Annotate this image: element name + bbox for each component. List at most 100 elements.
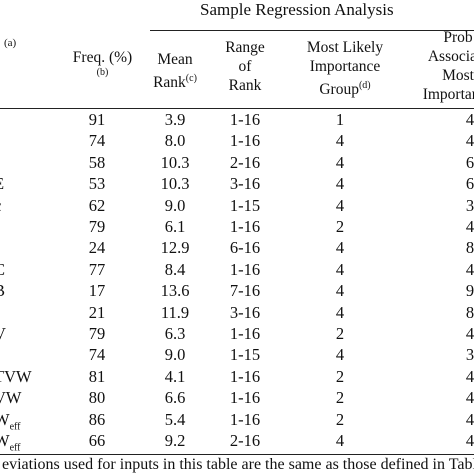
col-header-range-line3: Rank [228,77,262,94]
cell-prob: 3 [465,195,474,215]
row-label: TVW [0,367,32,387]
cell-prob: 6 [465,174,474,194]
row-label: V [0,324,6,344]
cell-group: 2 [335,409,345,429]
cell-range: 1-16 [229,217,261,236]
col-header-likely-line3-wrap: Group(d) [285,76,405,99]
cell-prob: 4 [465,110,474,129]
col-header-mean-note: (c) [185,73,197,84]
col-header-range-line1: Range [225,39,265,56]
cell-range: 1-16 [229,110,261,129]
group-title: Sample Regression Analysis [200,0,394,19]
cell-freq: 74 [88,345,106,365]
row-label: VW [0,388,22,408]
cell-group: 4 [335,345,345,365]
cell-group: 4 [335,195,345,215]
cell-mean-rank: 4.1 [164,366,186,386]
cell-range: 1-16 [229,388,261,408]
col-header-likely-line1: Most Likely [306,39,384,56]
cell-range: 1-16 [229,409,261,429]
cell-mean-rank: 10.3 [160,174,190,194]
row-label-text: C [0,260,5,279]
row-label-subscript: eff [9,420,21,432]
col-header-likely-line2: Importance [309,58,381,75]
cell-prob: 4 [465,324,474,343]
cell-mean-rank: 5.4 [164,409,186,429]
cell-freq: 79 [88,217,106,236]
cell-freq: 86 [88,409,106,429]
cell-freq: 58 [88,152,106,172]
cell-range: 1-16 [229,259,261,279]
cell-range: 2-16 [229,431,261,450]
col-header-freq-note: (b) [96,67,109,78]
cell-mean-rank: 3.9 [164,110,186,129]
cell-group: 1 [335,110,345,129]
row-header-note: (a) [4,37,17,49]
cell-prob: 6 [465,152,474,172]
row-label-text: TVW [0,366,32,386]
cell-freq: 24 [88,238,106,258]
cell-freq: 91 [88,110,106,129]
cell-freq: 17 [88,281,106,301]
cell-prob: 4 [465,366,474,386]
col-header-prob-line4: Importance [422,86,474,103]
row-label-text: E [0,174,4,193]
cell-prob: 8 [465,302,474,322]
cell-range: 1-15 [229,345,261,365]
cell-mean-rank: 9.2 [164,431,186,450]
cell-prob: 3 [465,345,474,365]
cell-range: 1-16 [229,131,261,151]
row-label: C [0,260,5,280]
cell-mean-rank: 12.9 [160,238,190,258]
header-rule [0,108,474,109]
row-label-text: B [0,281,5,300]
col-header-mean-line1: Mean [157,51,193,68]
col-header-likely-note: (d) [358,80,371,91]
cell-range: 3-16 [229,174,261,194]
cell-freq: 80 [88,388,106,408]
cell-range: 7-16 [229,281,261,301]
col-header-mean-line2: Rank [153,74,186,92]
row-label: Weff [0,410,21,437]
row-label: c [0,196,1,216]
cell-prob: 4 [465,217,474,236]
cell-prob: 4 [465,131,474,151]
cell-group: 4 [335,152,345,172]
cell-freq: 62 [88,195,106,215]
row-label-text: V [0,324,6,343]
cell-range: 1-15 [229,195,261,215]
cell-freq: 53 [88,174,106,194]
cell-mean-rank: 9.0 [164,345,186,365]
row-label-subscript: eff [9,442,21,454]
cell-mean-rank: 8.0 [164,131,186,151]
cell-group: 4 [335,174,345,194]
cell-group: 4 [335,281,345,301]
cell-prob: 4 [465,409,474,429]
cell-mean-rank: 11.9 [160,302,190,322]
title-rule [150,30,474,31]
cell-freq: 66 [88,431,106,450]
row-label: Weff [0,431,21,458]
cell-group: 4 [335,302,345,322]
cell-mean-rank: 9.0 [164,195,186,215]
cell-mean-rank: 6.3 [164,324,186,343]
footnote: eviations used for inputs in this table … [2,456,474,473]
cell-prob: 4 [465,431,474,450]
cell-range: 2-16 [229,152,261,172]
cell-group: 4 [335,131,345,151]
cell-group: 2 [335,388,345,408]
cell-mean-rank: 10.3 [160,152,190,172]
cell-freq: 21 [88,302,106,322]
cell-prob: 8 [465,238,474,258]
col-header-prob-line1: Prob [443,29,473,46]
col-header-mean-rank: Mean Rank(c) [140,50,210,92]
row-label-text: VW [0,388,22,408]
col-header-prob-line2: Associate [427,48,474,65]
col-header-likely-line3: Group [319,81,359,99]
cell-mean-rank: 6.6 [164,388,186,408]
cell-group: 4 [335,259,345,279]
cell-group: 4 [335,431,345,450]
cell-prob: 4 [465,388,474,408]
col-header-prob: Prob Associate Most Importance [408,28,474,104]
col-header-likely-group: Most Likely Importance Group(d) [285,38,405,99]
